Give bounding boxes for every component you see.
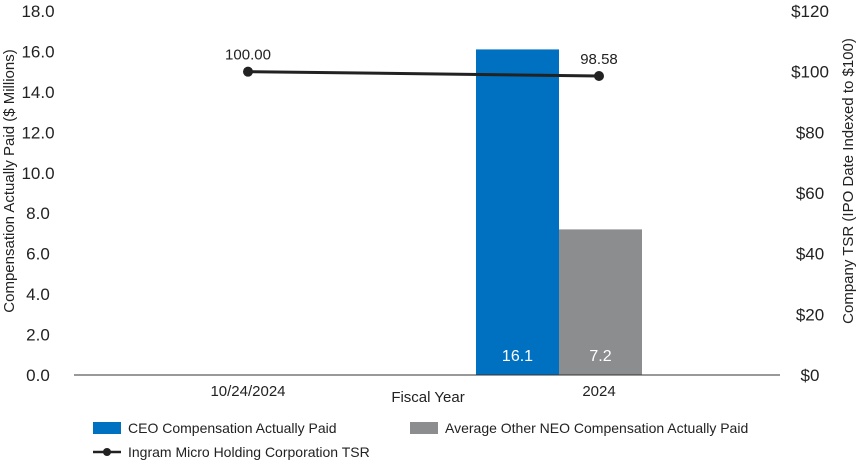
tsr-line-group: 100.00 98.58: [225, 47, 618, 81]
legend-marker-tsr: [103, 448, 111, 456]
legend: CEO Compensation Actually Paid Average O…: [93, 420, 748, 460]
tsr-point-label: 100.00: [225, 47, 271, 64]
bar-neo: [559, 229, 642, 375]
x-tick-label: 10/24/2024: [210, 383, 285, 400]
y-left-tick-label: 4.0: [26, 285, 50, 304]
y-right-axis-title: Company TSR (IPO Date Indexed to $100): [840, 38, 857, 324]
bar-labels: 16.1 7.2: [502, 348, 612, 365]
tsr-point-label: 98.58: [580, 51, 618, 68]
y-left-tick-label: 2.0: [26, 326, 50, 345]
bars: [476, 49, 642, 376]
x-tick-label: 2024: [582, 383, 615, 400]
y-left-tick-label: 10.0: [21, 164, 54, 183]
bar-ceo: [476, 49, 559, 376]
y-right-tick-label: $120: [791, 2, 829, 21]
bar-label-neo: 7.2: [589, 348, 611, 365]
legend-label-ceo: CEO Compensation Actually Paid: [128, 420, 337, 436]
y-right-tick-label: $0: [801, 366, 820, 385]
y-left-ticks: 0.0 2.0 4.0 6.0 8.0 10.0 12.0 14.0 16.0 18.0: [21, 2, 54, 385]
y-left-axis-title: Compensation Actually Paid ($ Millions): [1, 49, 18, 312]
y-right-tick-label: $20: [796, 305, 824, 324]
y-left-tick-label: 8.0: [26, 204, 50, 223]
legend-label-tsr: Ingram Micro Holding Corporation TSR: [128, 444, 370, 460]
y-left-tick-label: 0.0: [26, 366, 50, 385]
tsr-line: [247, 70, 600, 78]
legend-label-neo: Average Other NEO Compensation Actually …: [445, 420, 748, 436]
y-right-tick-label: $60: [796, 184, 824, 203]
bar-label-ceo: 16.1: [502, 348, 533, 365]
y-right-tick-label: $100: [791, 63, 829, 82]
x-tick-labels: 10/24/2024 2024: [210, 383, 615, 400]
legend-swatch-ceo: [93, 422, 121, 434]
y-right-tick-label: $40: [796, 245, 824, 264]
y-left-tick-label: 18.0: [21, 2, 54, 21]
tsr-point: [594, 70, 604, 81]
y-left-tick-label: 12.0: [21, 123, 54, 142]
x-axis-title: Fiscal Year: [391, 389, 464, 406]
legend-swatch-neo: [410, 422, 438, 434]
y-left-tick-label: 16.0: [21, 42, 54, 61]
tsr-point: [243, 66, 253, 77]
y-left-tick-label: 6.0: [26, 245, 50, 264]
y-right-tick-label: $80: [796, 123, 824, 142]
y-left-tick-label: 14.0: [21, 83, 54, 102]
y-right-ticks: $0 $20 $40 $60 $80 $100 $120: [791, 2, 829, 385]
